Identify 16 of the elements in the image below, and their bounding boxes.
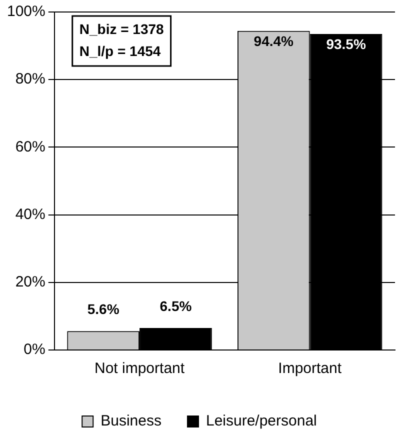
legend-label: Leisure/personal — [206, 412, 317, 430]
x-tick-label: Not important — [94, 360, 186, 378]
data-label: 6.5% — [160, 298, 192, 314]
y-tick-label: 40% — [15, 206, 46, 223]
y-tick-label: 100% — [6, 3, 46, 20]
y-tick-label: 20% — [15, 274, 46, 291]
data-label: 93.5% — [326, 36, 366, 52]
y-tick-label: 80% — [15, 70, 46, 88]
legend-label: Business — [100, 412, 162, 430]
data-label: 5.6% — [87, 300, 120, 317]
x-tick-label: Important — [278, 360, 342, 378]
annotation: N_biz = 1378 — [79, 20, 164, 37]
y-tick-label: 60% — [15, 138, 46, 156]
data-label: 94.4% — [254, 32, 294, 49]
y-tick-label: 0% — [24, 341, 46, 358]
annotation: N_l/p = 1454 — [79, 42, 161, 59]
